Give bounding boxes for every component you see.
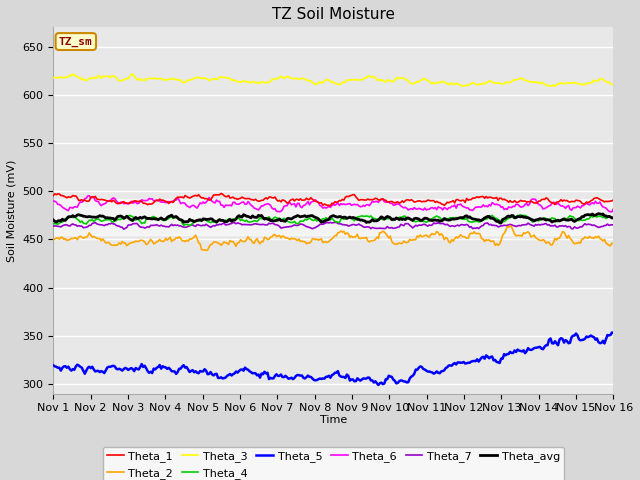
Line: Theta_avg: Theta_avg (53, 214, 613, 223)
Theta_avg (241, 213, 249, 218)
Theta_3 (590, 77, 598, 83)
Theta_6 (387, 201, 394, 206)
Theta_avg (589, 211, 596, 217)
Theta_5 (374, 382, 382, 388)
Theta_5 (330, 372, 337, 377)
Line: Theta_1: Theta_1 (53, 193, 613, 205)
Line: Theta_5: Theta_5 (53, 333, 613, 385)
Legend: Theta_1, Theta_2, Theta_3, Theta_4, Theta_5, Theta_6, Theta_7, Theta_avg: Theta_1, Theta_2, Theta_3, Theta_4, Thet… (102, 447, 564, 480)
Theta_6 (49, 198, 57, 204)
X-axis label: Time: Time (320, 415, 347, 425)
Theta_2 (609, 240, 617, 246)
Theta_4 (230, 217, 238, 223)
Theta_1 (230, 196, 238, 202)
Line: Theta_4: Theta_4 (53, 215, 613, 225)
Theta_avg (330, 213, 337, 218)
Theta_5 (589, 334, 596, 339)
Line: Theta_7: Theta_7 (53, 222, 613, 229)
Theta_avg (188, 217, 195, 223)
Theta_6 (243, 201, 250, 207)
Theta_7 (331, 219, 339, 225)
Theta_2 (202, 248, 210, 253)
Y-axis label: Soil Moisture (mV): Soil Moisture (mV) (7, 159, 17, 262)
Theta_6 (608, 209, 616, 215)
Theta_1 (217, 191, 225, 196)
Theta_3 (69, 72, 77, 77)
Theta_7 (243, 222, 250, 228)
Theta_4 (189, 220, 196, 226)
Line: Theta_2: Theta_2 (53, 226, 613, 251)
Theta_2 (243, 237, 250, 242)
Theta_5 (387, 373, 394, 379)
Theta_4 (186, 222, 193, 228)
Theta_1 (188, 194, 195, 200)
Line: Theta_6: Theta_6 (53, 196, 613, 212)
Theta_2 (49, 237, 57, 243)
Theta_7 (120, 227, 127, 232)
Theta_4 (243, 217, 250, 223)
Theta_1 (388, 199, 396, 204)
Theta_avg (609, 215, 617, 221)
Theta_1 (326, 203, 334, 208)
Theta_2 (188, 236, 195, 242)
Theta_5 (49, 362, 57, 368)
Theta_avg (49, 217, 57, 223)
Theta_1 (333, 199, 340, 205)
Theta_6 (189, 203, 196, 208)
Theta_6 (609, 206, 617, 212)
Text: TZ_sm: TZ_sm (59, 36, 93, 47)
Theta_3 (609, 82, 617, 87)
Theta_5 (229, 371, 237, 377)
Theta_2 (331, 233, 339, 239)
Theta_2 (387, 233, 394, 239)
Theta_6 (589, 200, 596, 205)
Theta_5 (609, 330, 617, 336)
Line: Theta_3: Theta_3 (53, 74, 613, 86)
Theta_3 (189, 77, 196, 83)
Theta_6 (230, 199, 238, 205)
Theta_6 (86, 193, 93, 199)
Theta_4 (331, 218, 339, 224)
Theta_3 (49, 75, 57, 81)
Theta_7 (189, 222, 196, 228)
Title: TZ Soil Moisture: TZ Soil Moisture (272, 7, 395, 22)
Theta_1 (609, 197, 617, 203)
Theta_7 (590, 222, 598, 228)
Theta_2 (590, 236, 598, 241)
Theta_5 (608, 330, 616, 336)
Theta_5 (188, 368, 195, 374)
Theta_2 (230, 241, 238, 247)
Theta_2 (506, 223, 514, 229)
Bar (53, 199, 613, 235)
Theta_avg (229, 217, 237, 223)
Theta_7 (49, 223, 57, 229)
Theta_1 (243, 196, 250, 202)
Theta_avg (385, 214, 392, 220)
Theta_3 (243, 79, 250, 84)
Theta_3 (331, 80, 339, 86)
Theta_5 (241, 365, 249, 371)
Theta_7 (230, 220, 238, 226)
Theta_4 (516, 212, 524, 218)
Theta_4 (609, 215, 617, 220)
Theta_3 (230, 77, 238, 83)
Theta_4 (49, 221, 57, 227)
Theta_avg (595, 211, 602, 216)
Theta_1 (49, 192, 57, 198)
Theta_4 (387, 215, 394, 221)
Theta_avg (497, 220, 505, 226)
Theta_7 (333, 219, 340, 225)
Theta_7 (609, 222, 617, 228)
Theta_4 (590, 214, 598, 219)
Theta_1 (590, 196, 598, 202)
Theta_7 (388, 225, 396, 230)
Theta_3 (387, 79, 394, 84)
Theta_3 (460, 84, 467, 89)
Theta_6 (331, 203, 339, 208)
